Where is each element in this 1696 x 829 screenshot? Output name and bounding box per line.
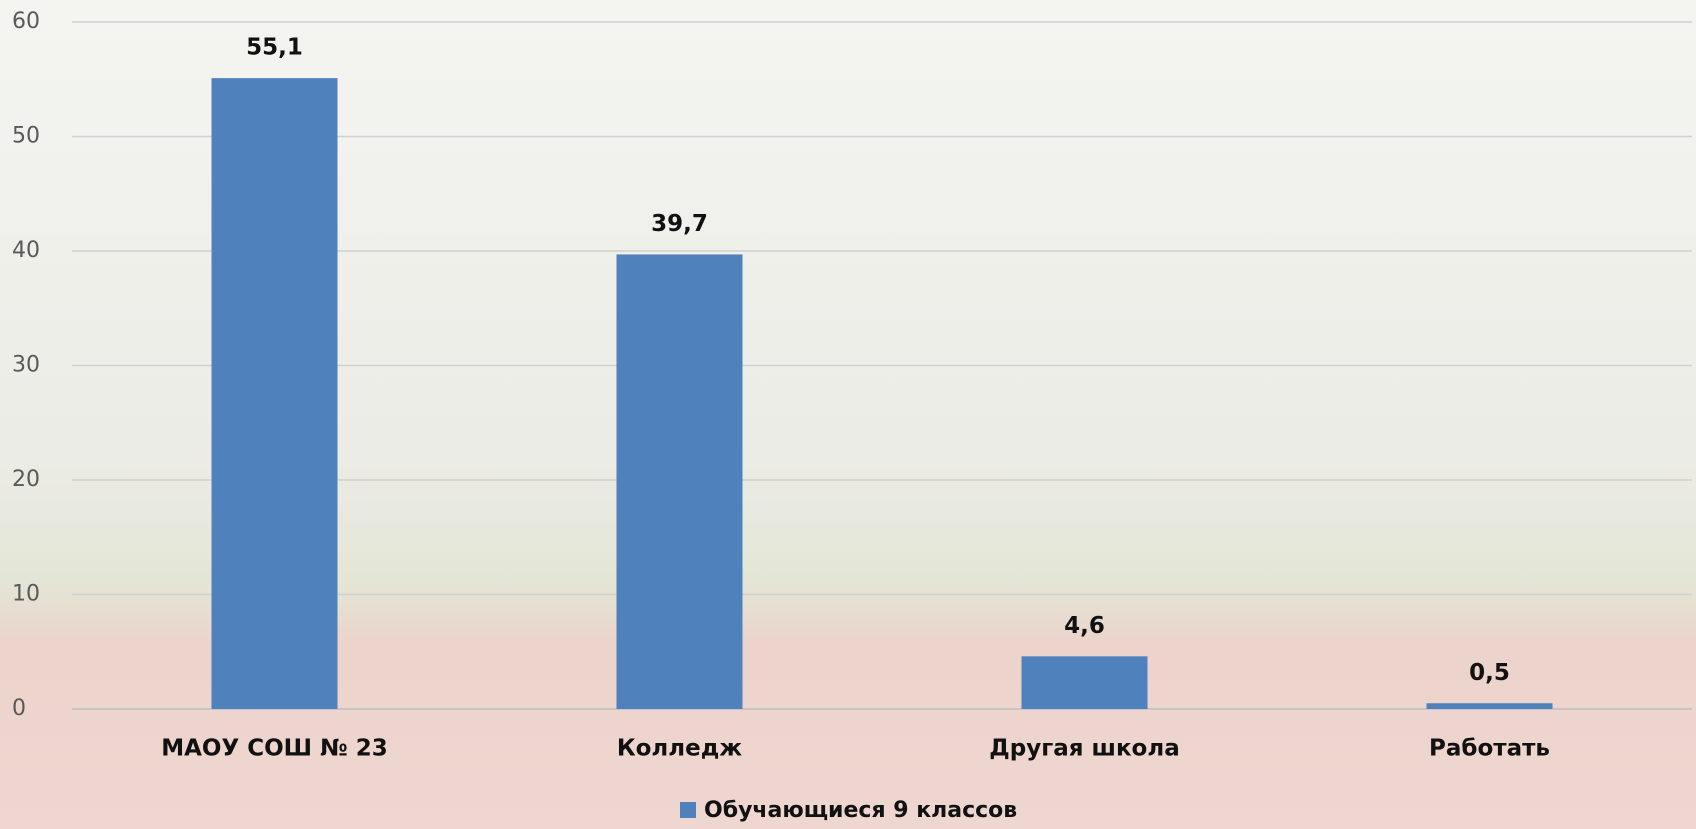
value-label: 4,6 [1064, 613, 1105, 639]
legend-label: Обучающиеся 9 классов [704, 798, 1017, 823]
y-tick-label: 30 [12, 353, 40, 378]
x-tick-label: Другая школа [989, 736, 1179, 762]
bar [212, 78, 338, 709]
chart: Обучающиеся 9 классов 0 10 20 30 40 50 60 МАОУ … [0, 0, 1696, 829]
x-tick-label: Работать [1429, 736, 1550, 762]
x-tick-label: Колледж [617, 736, 742, 762]
value-label: 55,1 [246, 35, 303, 61]
y-tick-label: 0 [12, 696, 26, 721]
x-tick-label: МАОУ СОШ № 23 [161, 736, 388, 762]
y-tick-label: 20 [12, 467, 40, 492]
value-label: 0,5 [1469, 660, 1510, 686]
bar [1022, 656, 1148, 709]
y-tick-label: 50 [12, 124, 40, 149]
y-tick-label: 40 [12, 238, 40, 263]
legend-swatch [680, 802, 696, 818]
y-tick-label: 60 [12, 9, 40, 34]
legend: Обучающиеся 9 классов [680, 798, 1017, 823]
bar [1427, 703, 1553, 709]
y-tick-label: 10 [12, 582, 40, 607]
value-label: 39,7 [651, 211, 708, 237]
bar [617, 254, 743, 709]
